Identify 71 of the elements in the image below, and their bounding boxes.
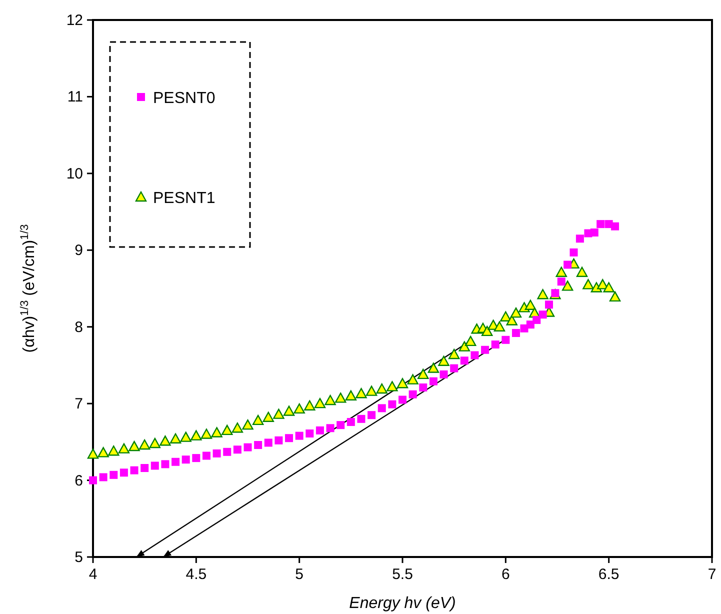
y-tick-label: 8: [74, 318, 83, 336]
point: [576, 234, 584, 243]
point: [306, 429, 314, 438]
point: [202, 452, 210, 460]
point: [502, 336, 510, 344]
point: [264, 438, 272, 447]
point: [532, 316, 541, 324]
point: [408, 390, 417, 398]
point: [130, 466, 138, 474]
point: [557, 278, 566, 286]
x-tick-label: 6.5: [598, 566, 620, 583]
point: [481, 346, 490, 354]
x-tick-label: 4: [88, 566, 98, 583]
point: [192, 454, 200, 462]
point: [254, 440, 262, 449]
point: [611, 222, 620, 230]
point: [570, 248, 578, 256]
point: [520, 324, 528, 332]
x-tick-label: 4.5: [186, 566, 207, 583]
x-tick-label: 5: [295, 566, 304, 583]
point: [544, 300, 553, 309]
point: [316, 426, 324, 434]
point: [346, 418, 355, 426]
point: [150, 462, 159, 470]
point: [357, 414, 366, 423]
point: [140, 464, 149, 472]
x-axis-title: Energy hv (eV): [349, 595, 456, 612]
point: [512, 328, 520, 337]
point: [440, 370, 448, 378]
y-tick-label: 12: [66, 12, 83, 29]
point: [538, 310, 547, 319]
point: [470, 351, 479, 360]
point: [564, 260, 572, 269]
point: [182, 456, 190, 464]
y-tick-label: 9: [74, 242, 83, 260]
y-tick-label: 11: [67, 88, 83, 106]
point: [491, 340, 500, 348]
point: [244, 443, 252, 452]
y-tick-label: 5: [74, 549, 83, 566]
point: [274, 436, 283, 444]
point: [388, 400, 396, 408]
legend-label: PESNT1: [153, 190, 216, 207]
x-tick-label: 7: [708, 566, 716, 583]
point: [590, 228, 598, 236]
point: [398, 396, 406, 404]
point: [378, 404, 386, 412]
legend-label: PESNT0: [153, 90, 216, 107]
point: [460, 356, 468, 365]
x-tick-label: 5.5: [392, 566, 413, 583]
point: [110, 470, 118, 479]
x-tick-label: 6: [501, 566, 510, 583]
y-tick-label: 7: [74, 396, 83, 413]
point: [368, 411, 376, 420]
point: [419, 383, 428, 392]
point: [336, 421, 345, 430]
point: [429, 377, 438, 386]
point: [212, 449, 221, 458]
point: [172, 458, 180, 466]
point: [120, 468, 128, 477]
point: [99, 473, 108, 482]
y-tick-label: 10: [66, 165, 83, 182]
point: [89, 476, 97, 484]
y-tick-label: 6: [74, 472, 83, 490]
point: [596, 220, 605, 228]
point: [233, 446, 242, 454]
point: [295, 432, 304, 440]
point: [326, 424, 334, 432]
point: [161, 460, 170, 468]
point: [223, 448, 232, 456]
point: [450, 364, 458, 372]
point: [285, 434, 294, 442]
